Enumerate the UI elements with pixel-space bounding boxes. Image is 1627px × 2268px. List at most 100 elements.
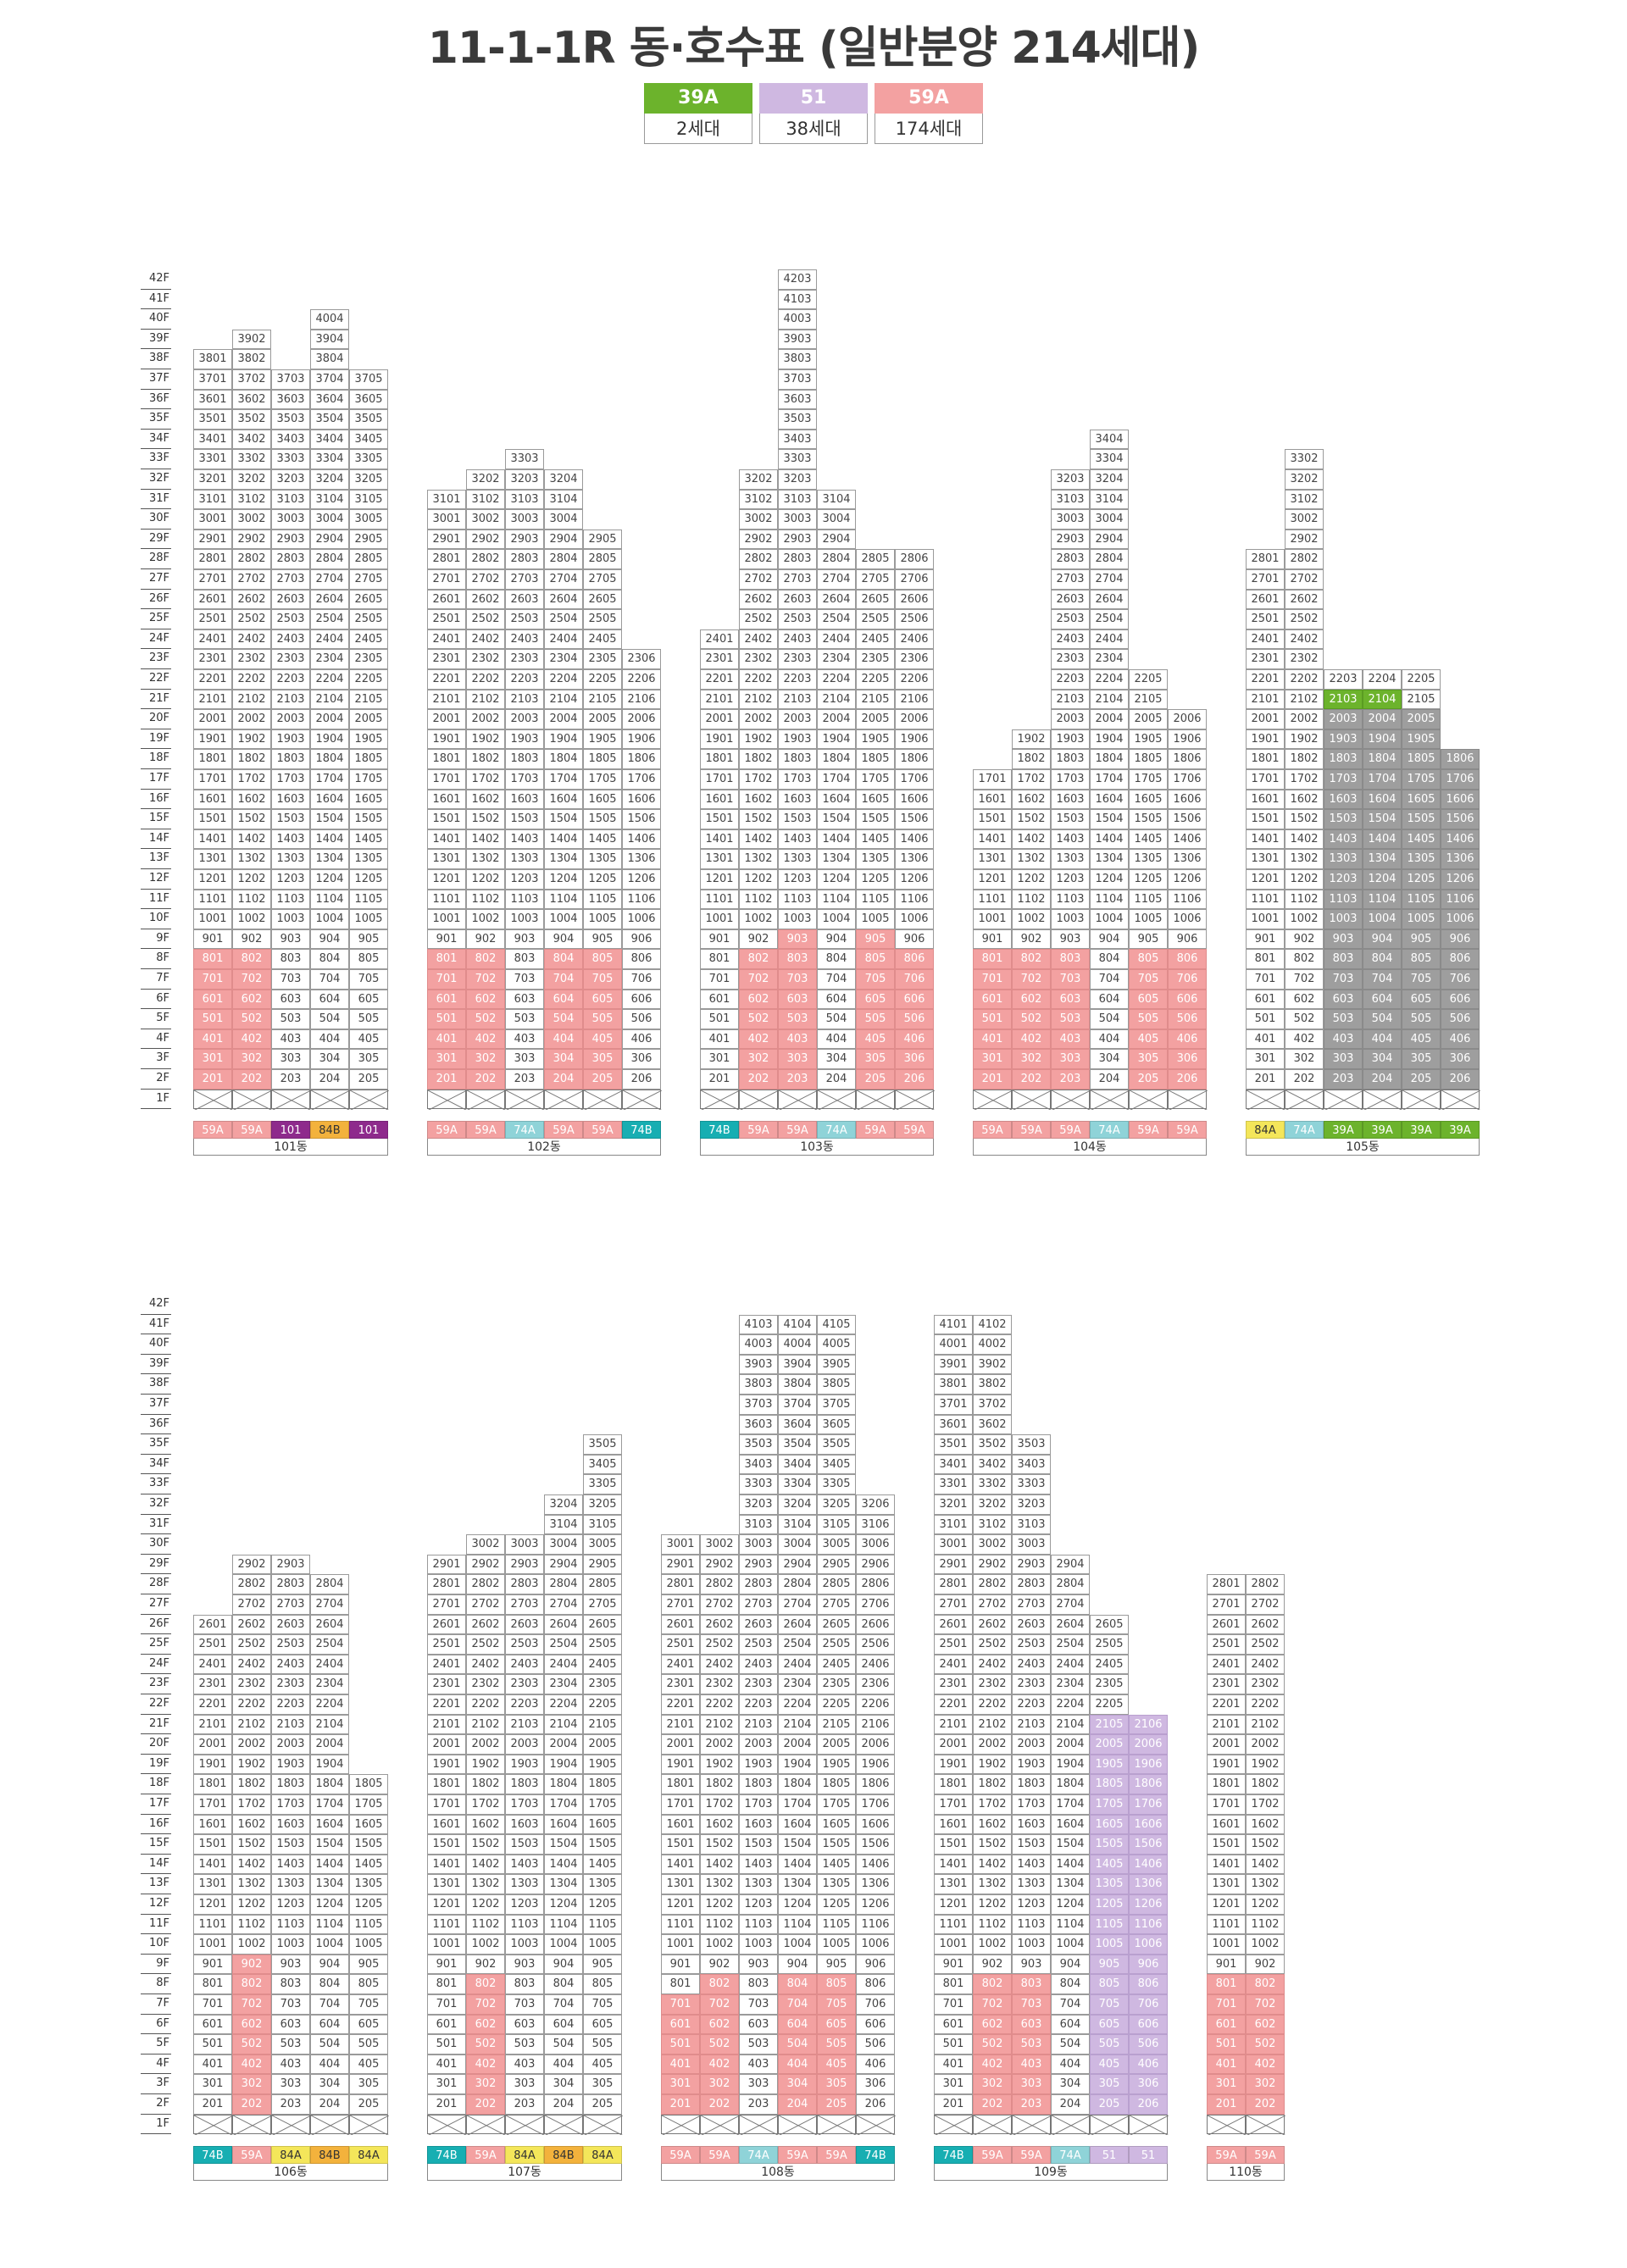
unit-cell: 1703 (1324, 769, 1363, 790)
unit-cell: 2701 (661, 1594, 700, 1615)
unit-cell: 902 (1285, 929, 1324, 950)
unit-cell: 1004 (1090, 909, 1129, 929)
floor-label: 40F (141, 309, 171, 330)
unit-cell: 2202 (700, 1694, 739, 1715)
unit-cell: 1805 (1129, 749, 1168, 769)
unit-cell: 1105 (349, 889, 388, 910)
unit-cell: 2504 (544, 609, 583, 629)
unit-cell: 1003 (271, 909, 310, 929)
unit-cell: 2504 (817, 609, 856, 629)
unit-cell: 2105 (583, 1714, 622, 1735)
unit-cell: 4003 (778, 309, 817, 330)
pilotis-cell (349, 2114, 389, 2136)
unit-cell: 1101 (661, 1914, 700, 1935)
unit-cell: 3001 (661, 1534, 700, 1555)
unit-cell: 1806 (622, 749, 661, 769)
unit-cell: 2303 (505, 649, 544, 669)
unit-cell: 2706 (895, 569, 934, 590)
unit-cell: 2706 (856, 1594, 895, 1615)
unit-cell: 1606 (1129, 1814, 1168, 1835)
floor-label: 2F (141, 2094, 171, 2115)
unit-cell: 1305 (1402, 849, 1441, 869)
unit-cell: 2302 (739, 649, 778, 669)
unit-cell: 1901 (700, 729, 739, 750)
unit-cell: 205 (349, 1069, 388, 1090)
unit-cell: 2705 (349, 569, 388, 590)
unit-cell: 3802 (973, 1374, 1012, 1395)
unit-cell: 3103 (778, 489, 817, 510)
unit-cell: 601 (1246, 989, 1285, 1010)
unit-cell: 2802 (466, 1574, 505, 1594)
unit-cell: 1806 (1168, 749, 1207, 769)
unit-cell: 2704 (1090, 569, 1129, 590)
unit-cell: 1004 (1051, 1934, 1090, 1955)
unit-cell: 406 (1168, 1029, 1207, 1050)
unit-cell: 2602 (232, 589, 271, 610)
unit-cell: 2005 (1129, 709, 1168, 729)
unit-cell: 701 (934, 1994, 973, 2015)
unit-type-chip: 74B (193, 2146, 232, 2165)
floor-label: 2F (141, 1069, 171, 1090)
unit-cell: 2106 (856, 1714, 895, 1735)
unit-cell: 3501 (193, 409, 232, 430)
unit-cell: 1305 (856, 849, 895, 869)
unit-cell: 3502 (973, 1434, 1012, 1455)
unit-cell: 3102 (466, 489, 505, 510)
unit-cell: 603 (739, 2014, 778, 2035)
unit-cell: 201 (193, 1069, 232, 1090)
unit-cell: 1703 (1012, 1794, 1051, 1815)
unit-cell: 2501 (934, 1634, 973, 1655)
unit-cell: 1603 (271, 789, 310, 810)
unit-cell: 1706 (1441, 769, 1480, 790)
unit-cell: 502 (1246, 2034, 1285, 2055)
floor-label: 7F (141, 1994, 171, 2015)
pilotis-cell (466, 1089, 506, 1111)
unit-cell: 505 (856, 1009, 895, 1029)
unit-cell: 401 (1207, 2054, 1246, 2075)
unit-cell: 2902 (973, 1554, 1012, 1575)
unit-cell: 4104 (778, 1314, 817, 1335)
unit-cell: 2204 (1051, 1694, 1090, 1715)
unit-cell: 2505 (1090, 1634, 1129, 1655)
unit-cell: 2702 (973, 1594, 1012, 1615)
unit-cell: 1901 (193, 729, 232, 750)
unit-cell: 1502 (1285, 809, 1324, 829)
unit-cell: 3804 (778, 1374, 817, 1395)
unit-cell: 205 (1129, 1069, 1168, 1090)
pilotis-cell (1324, 1089, 1363, 1111)
unit-cell: 605 (349, 989, 388, 1010)
unit-cell: 1803 (739, 1774, 778, 1794)
unit-cell: 505 (817, 2034, 856, 2055)
unit-cell: 1604 (544, 789, 583, 810)
unit-cell: 1602 (1246, 1814, 1285, 1835)
unit-cell: 503 (271, 1009, 310, 1029)
unit-cell: 2102 (700, 1714, 739, 1735)
unit-cell: 701 (700, 969, 739, 990)
unit-cell: 2701 (427, 1594, 466, 1615)
unit-cell: 1501 (1246, 809, 1285, 829)
unit-cell: 601 (934, 2014, 973, 2035)
unit-cell: 2505 (817, 1634, 856, 1655)
unit-cell: 501 (700, 1009, 739, 1029)
unit-cell: 1104 (544, 889, 583, 910)
unit-cell: 1905 (817, 1754, 856, 1775)
unit-cell: 903 (271, 929, 310, 950)
unit-cell: 2903 (1051, 529, 1090, 550)
unit-cell: 2401 (193, 629, 232, 650)
unit-cell: 2702 (466, 569, 505, 590)
unit-cell: 1405 (349, 829, 388, 850)
unit-cell: 1804 (310, 749, 349, 769)
unit-cell: 3605 (817, 1414, 856, 1435)
unit-cell: 2902 (466, 1554, 505, 1575)
unit-cell: 1704 (1090, 769, 1129, 790)
unit-cell: 1104 (817, 889, 856, 910)
unit-cell: 605 (349, 2014, 388, 2035)
unit-cell: 1902 (232, 1754, 271, 1775)
unit-cell: 606 (1129, 2014, 1168, 2035)
unit-cell: 1605 (1129, 789, 1168, 810)
unit-cell: 2105 (1129, 689, 1168, 710)
unit-cell: 1803 (1324, 749, 1363, 769)
unit-cell: 703 (271, 1994, 310, 2015)
unit-cell: 2301 (1207, 1674, 1246, 1694)
unit-cell: 2502 (232, 1634, 271, 1655)
